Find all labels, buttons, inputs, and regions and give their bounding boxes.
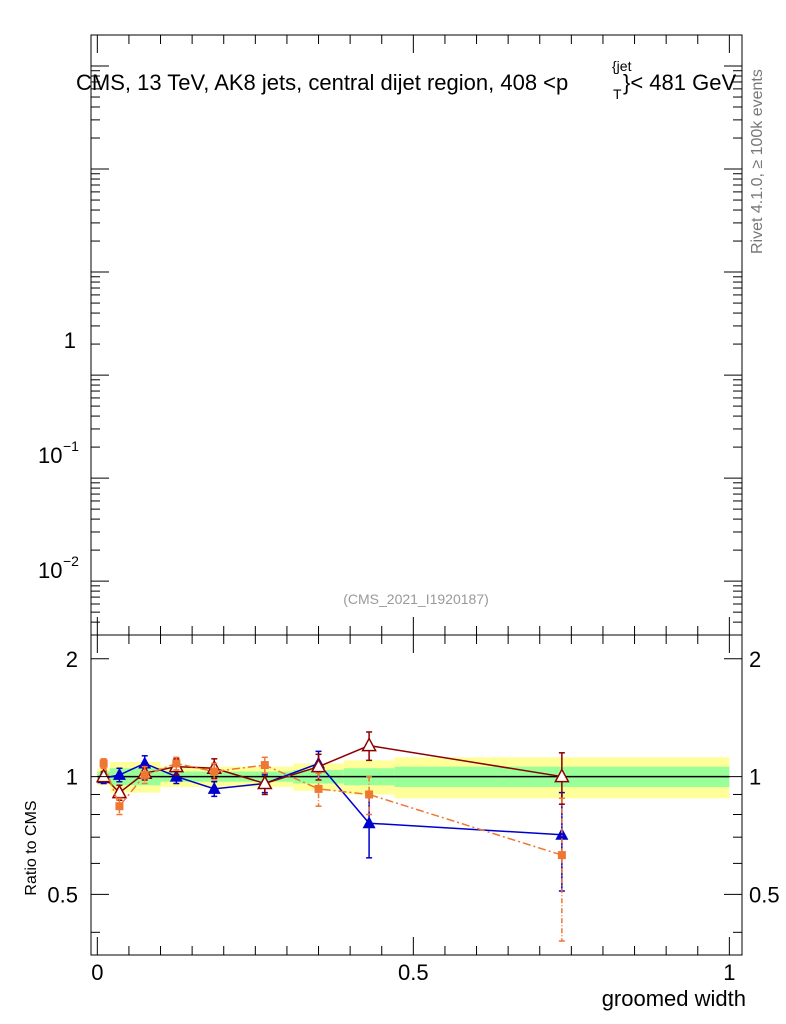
data-point — [112, 767, 126, 780]
main-y-tick-label-1e-1-base: 10 — [38, 443, 62, 468]
y-tick-label-right: 2 — [749, 647, 761, 672]
data-point — [314, 784, 323, 793]
chart-title-superscript: {jet — [612, 58, 632, 74]
ratio-series — [95, 731, 570, 942]
x-tick-label: 0 — [91, 960, 103, 985]
chart-title: CMS, 13 TeV, AK8 jets, central dijet reg… — [76, 70, 568, 95]
analysis-watermark: (CMS_2021_I1920187) — [343, 591, 489, 607]
rivet-side-label: Rivet 4.1.0, ≥ 100k events — [749, 69, 766, 254]
main-y-tick-label-1e-2-base: 10 — [38, 558, 62, 583]
data-point — [310, 758, 327, 773]
data-point — [557, 851, 566, 860]
chart-title-tail: }< 481 GeV — [623, 70, 736, 95]
x-tick-label: 1 — [723, 960, 735, 985]
data-point — [362, 816, 376, 829]
y-tick-label: 0.5 — [47, 882, 78, 907]
data-point — [257, 774, 273, 790]
ratio-x-tick-labels: 0 0.5 1 — [91, 960, 735, 985]
data-point — [555, 827, 569, 840]
y-tick-label-right: 0.5 — [749, 882, 780, 907]
data-point — [95, 767, 112, 783]
main-panel: 1 10 −1 10 −2 CMS, 13 TeV, AK8 jets, cen… — [38, 34, 766, 636]
data-point — [138, 756, 152, 769]
data-point — [365, 790, 374, 799]
main-y-tick-label-1e-1-exp: −1 — [63, 438, 79, 454]
x-tick-label: 0.5 — [398, 960, 429, 985]
data-point — [140, 770, 149, 779]
chart-title-subscript: T — [613, 86, 622, 102]
ratio-plot-frame — [90, 634, 743, 956]
data-point — [210, 767, 219, 776]
data-point — [260, 761, 269, 770]
main-y-ticks — [91, 34, 742, 636]
main-plot-frame — [90, 34, 743, 636]
data-point — [115, 802, 124, 811]
data-point — [172, 759, 181, 768]
x-axis-label: groomed width — [602, 986, 746, 1011]
main-x-ticks — [96, 35, 730, 635]
data-point — [361, 737, 377, 752]
data-point — [99, 759, 108, 768]
data-point — [554, 767, 570, 783]
y-axis-label: Ratio to CMS — [23, 800, 40, 895]
ratio-x-ticks — [96, 635, 730, 955]
main-y-tick-label-1: 1 — [64, 328, 76, 353]
series-2 — [99, 756, 566, 942]
ratio-y-tick-labels: 0.5 0.5 1 1 2 2 — [47, 647, 779, 908]
y-tick-label: 1 — [66, 765, 78, 790]
main-y-tick-label-1e-2-exp: −2 — [63, 553, 79, 569]
y-tick-label: 2 — [66, 647, 78, 672]
ratio-panel: 0.5 0.51 12 2 0 0.5 1 Ratio to CMS groomed wi… — [23, 634, 780, 1011]
ratio-y-ticks — [91, 658, 742, 933]
data-point — [207, 781, 221, 794]
y-tick-label-right: 1 — [749, 765, 761, 790]
